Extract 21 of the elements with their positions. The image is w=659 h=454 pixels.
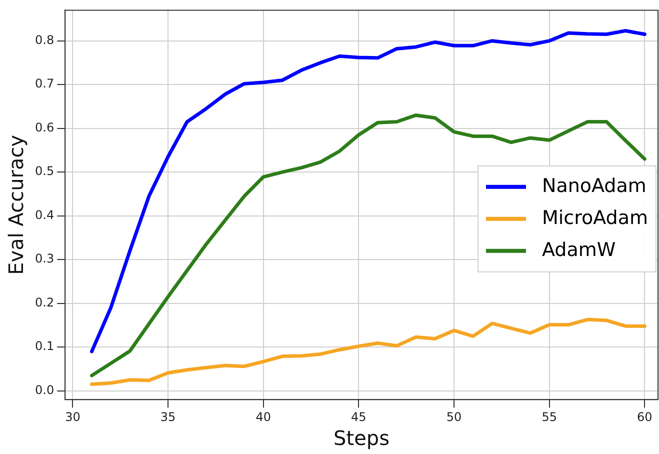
y-axis-title: Eval Accuracy bbox=[4, 134, 28, 275]
x-tick-label: 50 bbox=[446, 410, 462, 424]
y-tick-label: 0.0 bbox=[34, 382, 54, 397]
x-tick-label: 45 bbox=[351, 410, 366, 424]
x-tick-label: 30 bbox=[65, 410, 80, 424]
y-tick-label: 0.7 bbox=[34, 76, 54, 91]
legend-label: MicroAdam bbox=[542, 206, 648, 229]
x-tick-label: 60 bbox=[637, 410, 652, 424]
y-tick-label: 0.3 bbox=[34, 252, 54, 266]
y-tick-label: 0.2 bbox=[34, 295, 54, 310]
legend-label: NanoAdam bbox=[542, 174, 646, 197]
y-tick-label: 0.4 bbox=[34, 208, 54, 222]
y-tick-label: 0.1 bbox=[34, 339, 54, 354]
y-tick-label: 0.5 bbox=[34, 164, 54, 178]
x-tick-label: 40 bbox=[256, 410, 271, 424]
legend-label: AdamW bbox=[542, 238, 616, 261]
y-tick-label: 0.8 bbox=[34, 32, 54, 47]
x-axis-title: Steps bbox=[334, 426, 390, 450]
y-tick-label: 0.6 bbox=[34, 120, 54, 134]
x-tick-label: 55 bbox=[542, 410, 557, 424]
x-tick-label: 35 bbox=[160, 410, 176, 424]
